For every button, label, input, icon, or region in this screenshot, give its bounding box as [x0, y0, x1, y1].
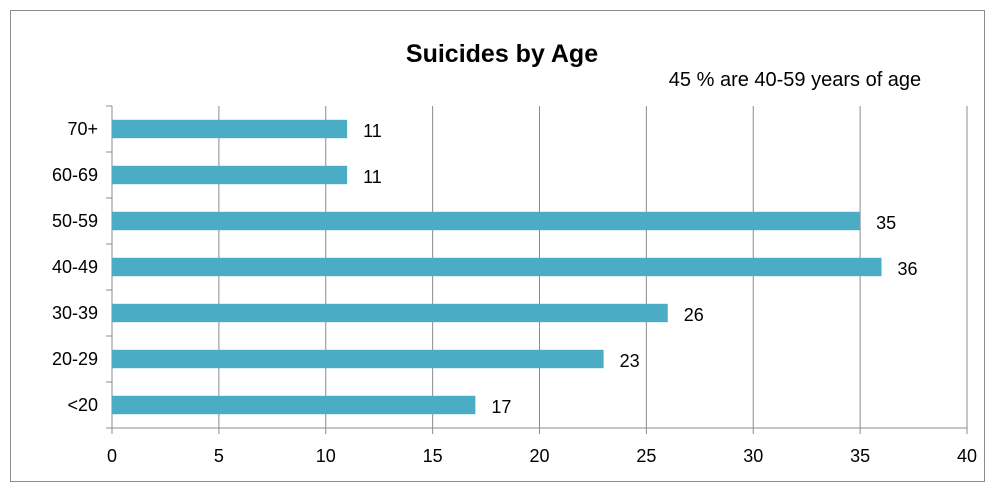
data-label: 26 [684, 305, 704, 325]
data-label: 11 [363, 121, 382, 141]
bar-50-59 [112, 211, 861, 231]
data-labels: 17 23 26 36 35 11 11 [363, 121, 917, 417]
x-tick-label: 25 [636, 446, 656, 466]
bar-<20 [112, 395, 476, 415]
x-tick-label: 40 [957, 446, 977, 466]
bar-20-29 [112, 349, 604, 369]
y-axis-ticks: <20 20-29 30-39 40-49 50-59 60-69 70+ [52, 119, 98, 415]
x-tick-label: 20 [529, 446, 549, 466]
x-tick-label: 10 [316, 446, 336, 466]
bar-30-39 [112, 303, 668, 323]
y-tick-label: <20 [67, 395, 98, 415]
x-tick-label: 35 [850, 446, 870, 466]
y-tick-label: 20-29 [52, 349, 98, 369]
x-tick-label: 0 [107, 446, 117, 466]
chart-subtitle: 45 % are 40-59 years of age [669, 69, 921, 91]
y-tick-label: 60-69 [52, 165, 98, 185]
data-label: 35 [876, 213, 896, 233]
data-label: 17 [491, 397, 511, 417]
x-axis-ticks: 0 5 10 15 20 25 30 35 40 [107, 446, 977, 466]
chart-title: Suicides by Age [406, 40, 598, 68]
data-label: 36 [898, 259, 918, 279]
x-tick-label: 5 [214, 446, 224, 466]
y-tick-label: 40-49 [52, 257, 98, 277]
bar-40-49 [112, 257, 882, 277]
y-tick-label: 50-59 [52, 211, 98, 231]
bars [112, 119, 882, 415]
bar-60-69 [112, 165, 348, 185]
y-tick-label: 30-39 [52, 303, 98, 323]
bar-70+ [112, 119, 348, 139]
data-label: 11 [363, 167, 382, 187]
y-tick-label: 70+ [67, 119, 98, 139]
data-label: 23 [620, 351, 640, 371]
x-tick-label: 30 [743, 446, 763, 466]
x-tick-label: 15 [423, 446, 443, 466]
